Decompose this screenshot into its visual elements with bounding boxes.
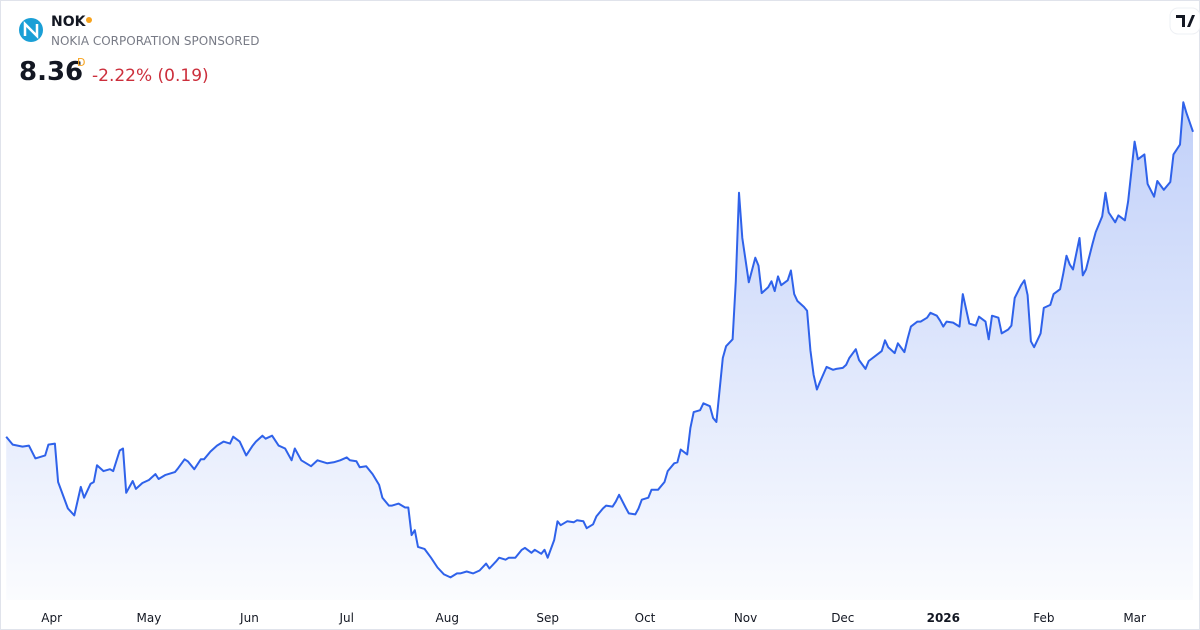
x-tick-label: Apr [41, 611, 62, 625]
change: -2.22% (0.19) [92, 66, 209, 86]
plot: Apr May Jun Jul Aug Sep Oct Nov Dec 2026 Feb Mar [5, 101, 1194, 625]
logo-mark [23, 20, 39, 40]
x-tick-label: Jul [338, 611, 353, 625]
x-tick-label: Oct [635, 611, 656, 625]
price: 8.36 [19, 57, 83, 87]
x-tick-label: May [137, 611, 162, 625]
price-line [5, 101, 1194, 579]
x-tick-label: Dec [831, 611, 854, 625]
x-tick-label: Jun [239, 611, 259, 625]
interval: D [77, 56, 85, 69]
x-tick-label: Feb [1033, 611, 1054, 625]
company-name: NOKIA CORPORATION SPONSORED [51, 34, 259, 48]
x-tick-label: Aug [436, 611, 459, 625]
symbol: NOK [51, 14, 87, 30]
x-tick-label: Nov [734, 611, 757, 625]
status-dot [86, 17, 92, 23]
x-tick-label: Mar [1123, 611, 1146, 625]
tv-logo[interactable] [1176, 15, 1195, 27]
x-tick-label: 2026 [927, 611, 960, 625]
area-fill [6, 102, 1194, 601]
x-tick-label: Sep [536, 611, 559, 625]
